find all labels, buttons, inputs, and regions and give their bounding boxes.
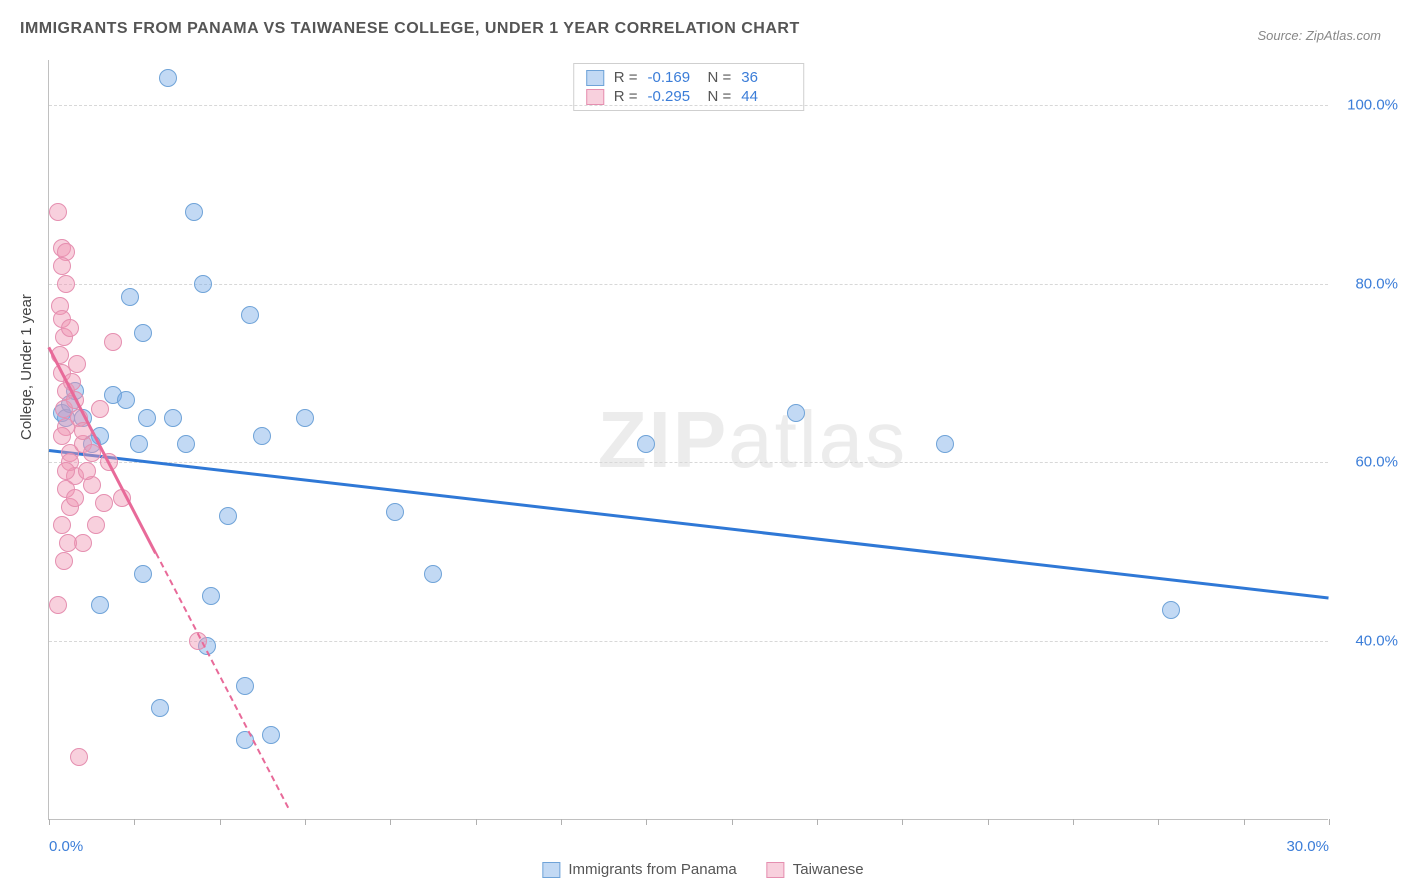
data-point (164, 409, 182, 427)
data-point (219, 507, 237, 525)
x-tick-mark (220, 819, 221, 825)
r-value: -0.169 (648, 69, 698, 86)
gridline (49, 284, 1328, 285)
data-point (424, 565, 442, 583)
data-point (87, 516, 105, 534)
data-point (194, 275, 212, 293)
y-tick-label: 40.0% (1338, 633, 1398, 650)
stats-row: R = -0.295 N = 44 (586, 87, 792, 106)
watermark-rest: atlas (728, 395, 907, 484)
data-point (787, 404, 805, 422)
data-point (177, 435, 195, 453)
x-tick-mark (902, 819, 903, 825)
data-point (91, 596, 109, 614)
data-point (95, 494, 113, 512)
stats-row: R = -0.169 N = 36 (586, 68, 792, 87)
x-tick-mark (49, 819, 50, 825)
data-point (55, 552, 73, 570)
data-point (49, 203, 67, 221)
data-point (117, 391, 135, 409)
x-tick-mark (390, 819, 391, 825)
data-point (1162, 601, 1180, 619)
trend-line (49, 449, 1329, 599)
data-point (296, 409, 314, 427)
legend-swatch (586, 70, 604, 86)
x-tick-mark (1329, 819, 1330, 825)
n-label: N = (708, 88, 732, 105)
legend-swatch (767, 862, 785, 878)
series-legend: Immigrants from Panama Taiwanese (542, 861, 863, 878)
data-point (78, 462, 96, 480)
legend-item: Taiwanese (767, 861, 864, 878)
data-point (59, 534, 77, 552)
watermark-bold: ZIP (598, 395, 728, 484)
data-point (61, 319, 79, 337)
gridline (49, 641, 1328, 642)
data-point (53, 516, 71, 534)
data-point (83, 444, 101, 462)
x-tick-mark (134, 819, 135, 825)
data-point (936, 435, 954, 453)
scatter-plot-area: ZIPatlas R =-0.169N =36R =-0.295N =44 40… (48, 60, 1328, 820)
x-tick-mark (1244, 819, 1245, 825)
y-tick-label: 60.0% (1338, 454, 1398, 471)
data-point (185, 203, 203, 221)
x-tick-mark (1073, 819, 1074, 825)
r-label: R = (614, 69, 638, 86)
data-point (138, 409, 156, 427)
data-point (134, 324, 152, 342)
legend-label: Taiwanese (793, 861, 864, 878)
x-tick-mark (817, 819, 818, 825)
x-tick-label: 30.0% (1279, 838, 1329, 855)
data-point (236, 677, 254, 695)
y-tick-label: 100.0% (1338, 96, 1398, 113)
chart-title: IMMIGRANTS FROM PANAMA VS TAIWANESE COLL… (20, 20, 800, 38)
data-point (53, 427, 71, 445)
r-value: -0.295 (648, 88, 698, 105)
x-tick-mark (305, 819, 306, 825)
x-tick-label: 0.0% (49, 838, 83, 855)
source-attribution: Source: ZipAtlas.com (1257, 28, 1381, 43)
x-tick-mark (732, 819, 733, 825)
data-point (57, 275, 75, 293)
x-tick-mark (988, 819, 989, 825)
y-axis-label: College, Under 1 year (18, 294, 35, 440)
x-tick-mark (646, 819, 647, 825)
n-value: 36 (741, 69, 791, 86)
data-point (53, 257, 71, 275)
data-point (104, 333, 122, 351)
gridline (49, 105, 1328, 106)
n-label: N = (708, 69, 732, 86)
data-point (262, 726, 280, 744)
data-point (66, 489, 84, 507)
data-point (70, 748, 88, 766)
gridline (49, 462, 1328, 463)
legend-label: Immigrants from Panama (568, 861, 736, 878)
x-tick-mark (1158, 819, 1159, 825)
data-point (386, 503, 404, 521)
legend-swatch (542, 862, 560, 878)
n-value: 44 (741, 88, 791, 105)
data-point (637, 435, 655, 453)
trend-line (155, 552, 289, 808)
r-label: R = (614, 88, 638, 105)
data-point (134, 565, 152, 583)
legend-swatch (586, 89, 604, 105)
data-point (121, 288, 139, 306)
data-point (57, 462, 75, 480)
data-point (202, 587, 220, 605)
data-point (130, 435, 148, 453)
data-point (91, 400, 109, 418)
data-point (49, 596, 67, 614)
data-point (151, 699, 169, 717)
x-tick-mark (561, 819, 562, 825)
legend-item: Immigrants from Panama (542, 861, 736, 878)
x-tick-mark (476, 819, 477, 825)
data-point (241, 306, 259, 324)
data-point (253, 427, 271, 445)
data-point (159, 69, 177, 87)
data-point (68, 355, 86, 373)
y-tick-label: 80.0% (1338, 275, 1398, 292)
